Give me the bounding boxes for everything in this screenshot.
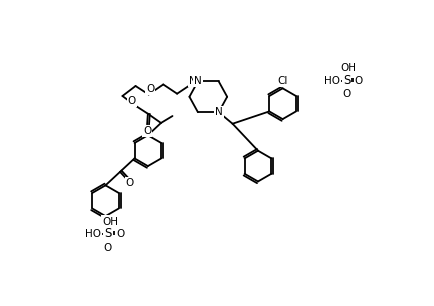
Text: OH: OH <box>340 63 356 73</box>
Text: O: O <box>143 126 151 136</box>
Text: O: O <box>146 84 154 94</box>
Text: O: O <box>342 89 350 99</box>
Text: N: N <box>214 107 222 117</box>
Text: HO: HO <box>85 229 101 239</box>
Text: O: O <box>116 229 124 239</box>
Text: OH: OH <box>102 217 118 226</box>
Text: O: O <box>354 76 362 86</box>
Text: O: O <box>103 243 112 253</box>
Text: S: S <box>104 227 111 240</box>
Text: S: S <box>342 74 349 87</box>
Text: O: O <box>127 96 135 106</box>
Text: O: O <box>125 177 134 188</box>
Text: HO: HO <box>323 76 339 86</box>
Text: N: N <box>189 76 197 86</box>
Text: N: N <box>194 76 201 86</box>
Text: Cl: Cl <box>277 76 287 86</box>
